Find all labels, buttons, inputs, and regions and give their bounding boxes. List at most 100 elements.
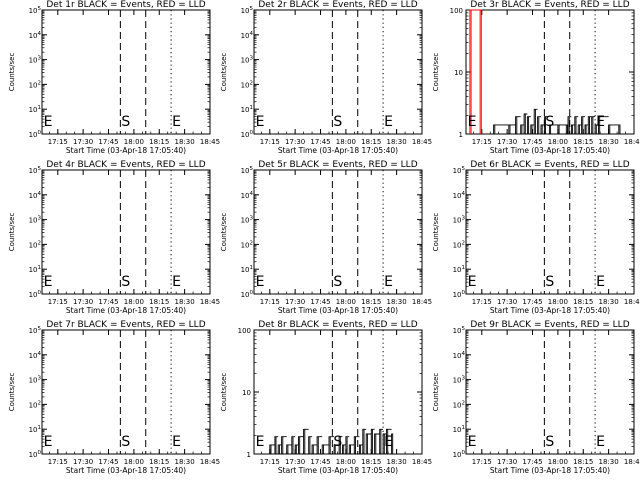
y-tick-label: 105 [29,6,42,15]
x-tick-label: 17:45 [522,298,542,306]
y-tick-label: 10 [242,389,251,397]
y-tick-label: 100 [453,450,466,459]
x-tick-label: 18:45 [412,458,432,466]
x-tick-label: 18:30 [599,458,619,466]
x-axis-label: Start Time (03-Apr-18 17:05:40) [66,146,186,155]
chart-panel-8: Det 8r BLACK = Events, RED = LLD 1 10 100 17… [220,320,432,475]
x-tick-label: 18:30 [387,298,407,306]
x-tick-label: 18:00 [336,138,356,146]
x-tick-label: 18:00 [124,138,144,146]
y-tick-label: 103 [29,376,42,385]
marker-label: E [44,274,53,290]
x-tick-label: 17:15 [472,458,492,466]
y-tick-label: 102 [29,80,41,89]
x-tick-label: 17:30 [285,138,305,146]
plot-frame [41,9,211,135]
x-tick-label: 17:30 [497,298,517,306]
series-line-2 [469,9,482,134]
x-axis-label: Start Time (03-Apr-18 17:05:40) [278,466,398,475]
marker-label: E [468,114,477,130]
y-tick-label: 102 [241,240,253,249]
x-tick-label: 17:15 [472,138,492,146]
y-tick-label: 102 [29,240,41,249]
x-tick-label: 17:45 [98,138,118,146]
marker-label: E [172,114,181,130]
x-tick-label: 18:00 [124,298,144,306]
marker-label: E [256,114,265,130]
marker-label: E [596,434,605,450]
x-tick-label: 17:30 [497,458,517,466]
marker-label: S [333,274,342,290]
y-tick-label: 100 [29,450,42,459]
x-axis-label: Start Time (03-Apr-18 17:05:40) [278,306,398,315]
x-tick-label: 18:00 [336,458,356,466]
y-tick-label: 10 [454,69,463,77]
x-tick-label: 18:15 [361,138,381,146]
chart-title: Det 8r BLACK = Events, RED = LLD [258,320,417,330]
x-tick-label: 18:30 [175,138,195,146]
marker-label: E [172,274,181,290]
x-tick-label: 17:15 [260,458,280,466]
y-tick-label: 103 [29,216,42,225]
marker-label: S [545,114,554,130]
y-axis-label: Counts/sec [8,213,16,252]
x-tick-label: 18:00 [548,298,568,306]
y-axis-label: Counts/sec [432,213,440,252]
x-tick-label: 18:30 [599,138,619,146]
marker-label: E [384,274,393,290]
plot-frame [465,329,635,455]
chart-panel-3: Det 3r BLACK = Events, RED = LLD 1 10 100 17… [432,0,640,155]
chart-title: Det 6r BLACK = Events, RED = LLD [470,160,629,170]
y-tick-label: 104 [453,191,466,200]
x-tick-label: 17:15 [48,298,68,306]
x-tick-label: 18:30 [599,298,619,306]
marker-label: E [468,274,477,290]
chart-title: Det 7r BLACK = Events, RED = LLD [46,320,205,330]
plot-frame [465,169,635,295]
marker-label: S [121,274,130,290]
x-tick-label: 17:15 [260,138,280,146]
y-tick-label: 100 [450,7,463,15]
x-tick-label: 18:45 [624,138,640,146]
marker-label: E [468,434,477,450]
x-tick-label: 17:45 [522,138,542,146]
x-tick-label: 18:45 [412,298,432,306]
chart-panel-2: Det 2r BLACK = Events, RED = LLD 100 101 10… [220,0,432,155]
y-tick-label: 104 [241,31,254,40]
y-tick-label: 105 [453,326,466,335]
y-tick-label: 104 [29,191,42,200]
y-tick-label: 105 [29,166,42,175]
y-tick-label: 103 [29,56,42,65]
x-axis-label: Start Time (03-Apr-18 17:05:40) [66,306,186,315]
marker-label: E [44,114,53,130]
y-tick-label: 102 [29,400,41,409]
x-tick-label: 17:45 [98,298,118,306]
x-tick-label: 17:45 [310,458,330,466]
x-tick-label: 18:30 [175,298,195,306]
y-tick-label: 103 [241,216,254,225]
y-tick-label: 103 [453,376,466,385]
x-tick-label: 17:30 [73,458,93,466]
x-axis-label: Start Time (03-Apr-18 17:05:40) [278,146,398,155]
y-tick-label: 100 [453,290,466,299]
y-tick-label: 101 [29,425,41,434]
x-axis-label: Start Time (03-Apr-18 17:05:40) [490,306,610,315]
marker-label: E [384,434,393,450]
x-tick-label: 18:30 [387,138,407,146]
y-axis-label: Counts/sec [8,373,16,412]
series-line-1 [269,428,394,454]
y-tick-label: 104 [29,351,42,360]
x-tick-label: 17:30 [73,138,93,146]
x-tick-label: 17:45 [310,298,330,306]
chart-panel-5: Det 5r BLACK = Events, RED = LLD 100 101 10… [220,160,432,315]
x-tick-label: 18:15 [149,458,169,466]
y-axis-label: Counts/sec [432,53,440,92]
series-line-1 [471,108,621,135]
x-tick-label: 17:30 [285,458,305,466]
chart-title: Det 4r BLACK = Events, RED = LLD [46,160,205,170]
marker-label: S [545,434,554,450]
x-tick-label: 18:15 [361,458,381,466]
x-tick-label: 18:00 [336,298,356,306]
y-tick-label: 100 [241,130,254,139]
